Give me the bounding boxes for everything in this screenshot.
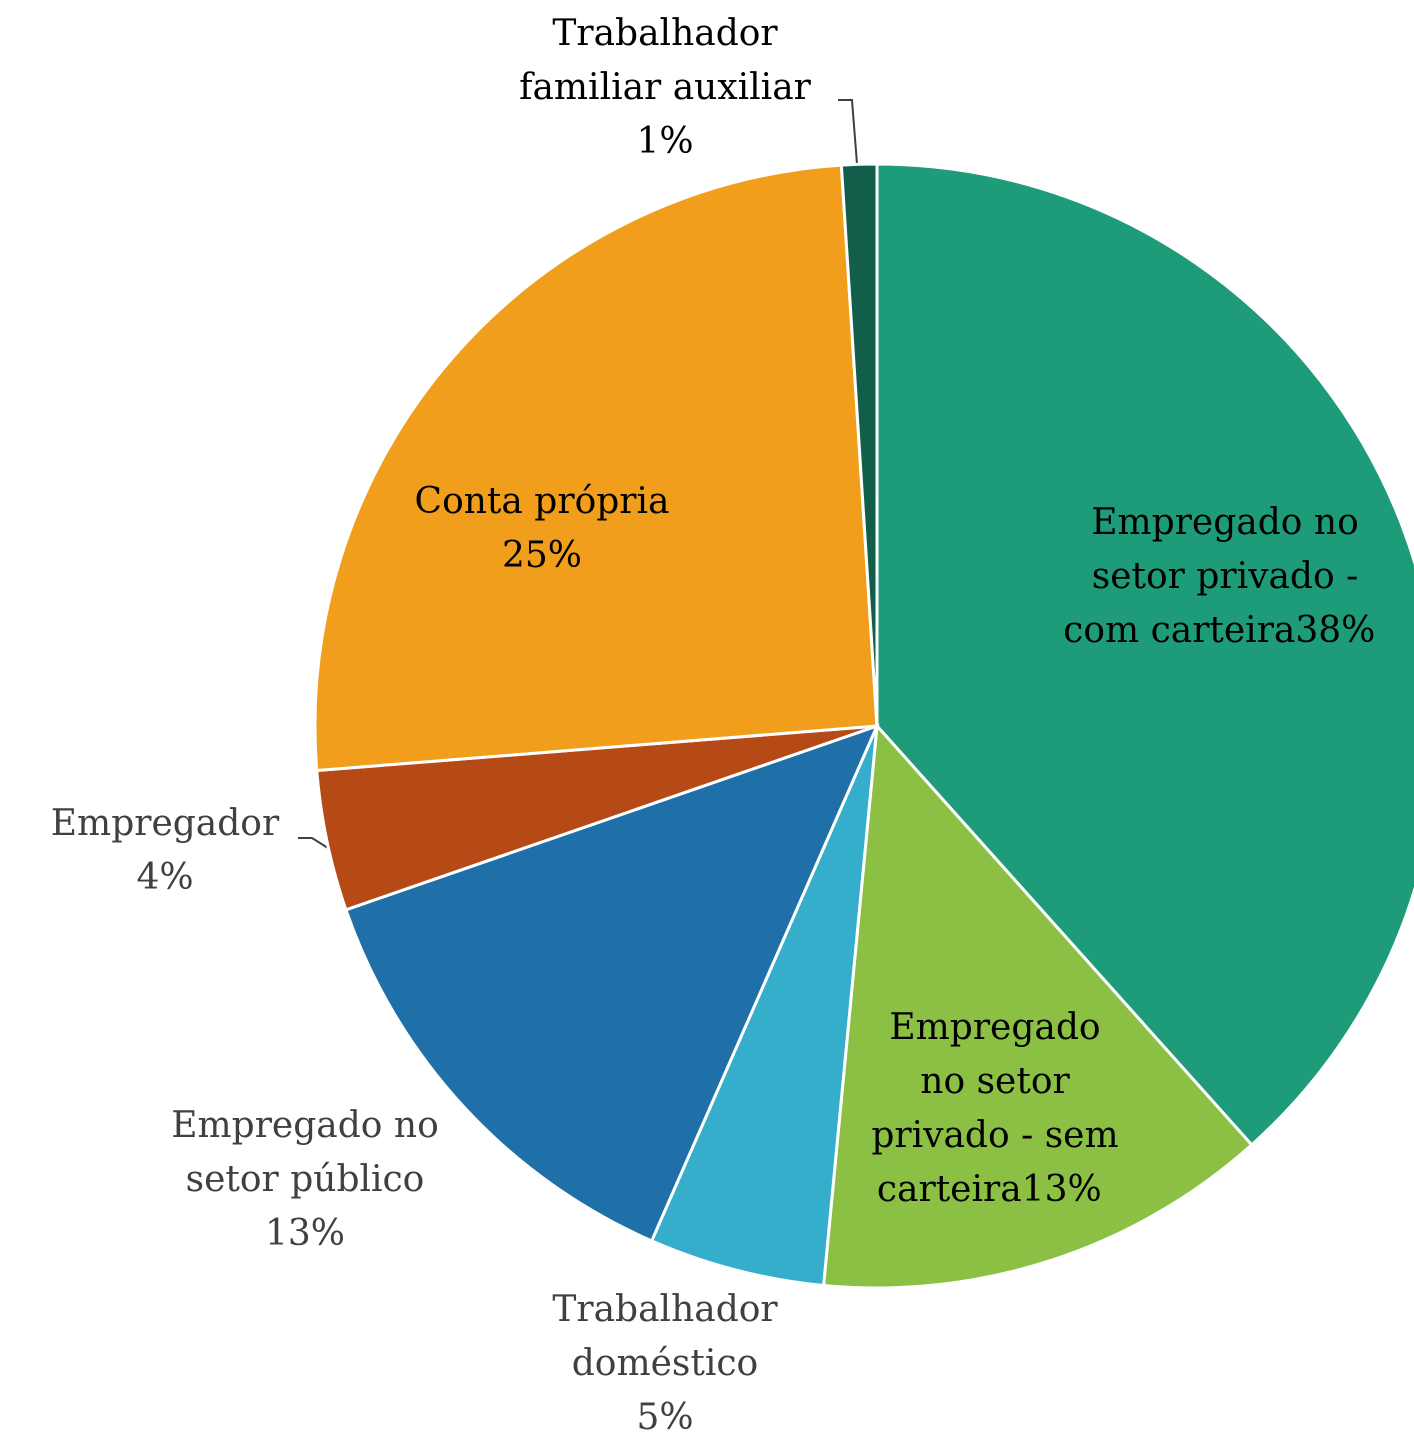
pie-slice	[313, 163, 879, 773]
leader-line	[298, 837, 329, 849]
label-line: Trabalhador	[552, 1289, 789, 1330]
pie-slice	[649, 725, 879, 1288]
value-label: 13%	[265, 1213, 345, 1254]
label-line: com carteira	[1063, 610, 1295, 651]
label-line: Trabalhador	[552, 13, 789, 54]
value-label: 13%	[1022, 1169, 1102, 1210]
slice-label: Trabalhador familiar auxiliar	[519, 13, 812, 108]
value-label: 5%	[636, 1397, 693, 1438]
label-line: Empregado no	[1091, 502, 1370, 543]
label-line: privado - sem	[871, 1115, 1130, 1156]
label-line: Empregado no	[171, 1105, 450, 1146]
label-line: familiar auxiliar	[519, 67, 812, 108]
slice-label: Trabalhador doméstico	[552, 1289, 789, 1384]
pie-slice	[344, 723, 880, 1243]
label-line: Empregado	[889, 1007, 1112, 1048]
pie-slice	[839, 162, 879, 727]
slice-label: Conta própria	[415, 481, 670, 522]
value-label: 4%	[136, 857, 193, 898]
value-label: 1%	[636, 121, 693, 162]
label-line: Empregador	[51, 803, 280, 844]
slice-label: Empregado no setor público	[171, 1105, 450, 1200]
pie-slice	[821, 722, 1254, 1290]
label-line: doméstico	[572, 1343, 758, 1384]
leader-line	[838, 99, 858, 165]
label-line: no setor	[920, 1061, 1081, 1102]
slice-label: Empregado no setor privado - com carteir…	[1063, 502, 1370, 651]
slice-label: Empregado no setor privado - sem carteir…	[871, 1007, 1130, 1210]
label-line: carteira	[877, 1169, 1022, 1210]
pie-slice	[875, 162, 1414, 1147]
label-line: Conta própria	[415, 481, 670, 522]
label-line: setor privado -	[1092, 556, 1370, 597]
slice-label: Empregador	[51, 803, 280, 844]
value-label: 38%	[1295, 610, 1375, 651]
value-label: 25%	[502, 535, 582, 576]
label-line: setor público	[186, 1159, 425, 1200]
